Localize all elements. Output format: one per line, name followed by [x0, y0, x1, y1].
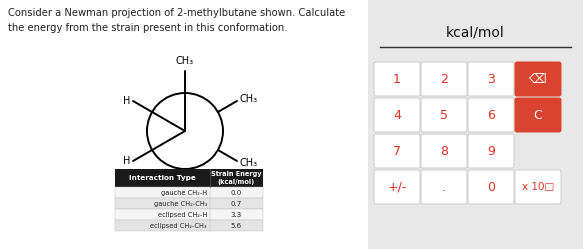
Text: CH₃: CH₃ — [176, 56, 194, 66]
FancyBboxPatch shape — [421, 98, 467, 132]
FancyBboxPatch shape — [115, 169, 263, 187]
Text: +/-: +/- — [387, 181, 407, 193]
FancyBboxPatch shape — [421, 134, 467, 168]
Text: 5.6: 5.6 — [231, 223, 242, 229]
Text: Consider a Newman projection of 2-methylbutane shown. Calculate
the energy from : Consider a Newman projection of 2-methyl… — [8, 8, 345, 33]
Text: 8: 8 — [440, 144, 448, 158]
Text: 6: 6 — [487, 109, 495, 122]
Text: Strain Energy
(kcal/mol): Strain Energy (kcal/mol) — [211, 171, 262, 185]
Text: ⌫: ⌫ — [529, 72, 547, 85]
FancyBboxPatch shape — [468, 62, 514, 96]
Text: CH₃: CH₃ — [240, 158, 258, 168]
Text: 3.3: 3.3 — [231, 211, 242, 217]
FancyBboxPatch shape — [421, 170, 467, 204]
Text: kcal/mol: kcal/mol — [446, 25, 505, 39]
Text: 5: 5 — [440, 109, 448, 122]
Text: 9: 9 — [487, 144, 495, 158]
Text: eclipsed CH₂-H: eclipsed CH₂-H — [158, 211, 207, 217]
Text: eclipsed CH₂-CH₃: eclipsed CH₂-CH₃ — [150, 223, 207, 229]
Text: 7: 7 — [393, 144, 401, 158]
Text: .: . — [442, 181, 446, 193]
FancyBboxPatch shape — [374, 170, 420, 204]
Text: CH₃: CH₃ — [240, 94, 258, 104]
Text: 0: 0 — [487, 181, 495, 193]
FancyBboxPatch shape — [515, 98, 561, 132]
Text: H: H — [122, 156, 130, 166]
FancyBboxPatch shape — [374, 134, 420, 168]
FancyBboxPatch shape — [115, 209, 263, 220]
FancyBboxPatch shape — [374, 62, 420, 96]
Text: Interaction Type: Interaction Type — [129, 175, 196, 181]
FancyBboxPatch shape — [0, 0, 368, 249]
Text: 2: 2 — [440, 72, 448, 85]
Text: 0.0: 0.0 — [231, 189, 242, 195]
Text: gauche CH₂-CH₃: gauche CH₂-CH₃ — [154, 200, 207, 206]
Text: H: H — [122, 96, 130, 106]
Text: 4: 4 — [393, 109, 401, 122]
Text: H: H — [181, 195, 189, 205]
Text: x 10□: x 10□ — [522, 182, 554, 192]
FancyBboxPatch shape — [368, 0, 583, 249]
FancyBboxPatch shape — [374, 98, 420, 132]
FancyBboxPatch shape — [515, 62, 561, 96]
Text: 0.7: 0.7 — [231, 200, 242, 206]
FancyBboxPatch shape — [468, 170, 514, 204]
FancyBboxPatch shape — [421, 62, 467, 96]
FancyBboxPatch shape — [115, 220, 263, 231]
Text: gauche CH₂-H: gauche CH₂-H — [161, 189, 207, 195]
Text: 1: 1 — [393, 72, 401, 85]
FancyBboxPatch shape — [515, 170, 561, 204]
Text: C: C — [533, 109, 542, 122]
Text: 3: 3 — [487, 72, 495, 85]
FancyBboxPatch shape — [115, 198, 263, 209]
FancyBboxPatch shape — [115, 187, 263, 198]
FancyBboxPatch shape — [468, 98, 514, 132]
FancyBboxPatch shape — [468, 134, 514, 168]
